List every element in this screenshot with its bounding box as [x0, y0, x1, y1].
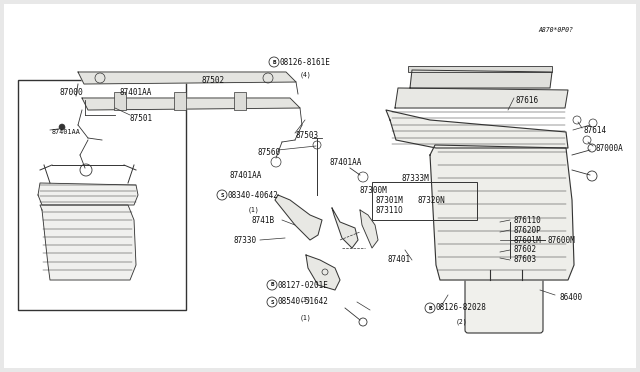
Text: 08126-82028: 08126-82028 — [436, 304, 487, 312]
Text: B: B — [270, 282, 274, 288]
Polygon shape — [360, 210, 378, 248]
Text: 87000A: 87000A — [596, 144, 624, 153]
Bar — [234, 92, 246, 110]
Polygon shape — [332, 208, 358, 248]
Text: 87333M: 87333M — [402, 173, 429, 183]
Text: 87401AA: 87401AA — [230, 170, 262, 180]
Bar — [18, 80, 186, 310]
Text: 87614: 87614 — [584, 125, 607, 135]
Text: 87602: 87602 — [513, 246, 536, 254]
Text: 87401: 87401 — [388, 256, 411, 264]
Text: 87401AA: 87401AA — [120, 87, 152, 96]
Polygon shape — [306, 255, 340, 290]
Polygon shape — [78, 72, 296, 84]
Polygon shape — [410, 70, 552, 88]
Polygon shape — [386, 110, 568, 148]
Text: 87502: 87502 — [202, 76, 225, 84]
Text: (2): (2) — [456, 319, 468, 325]
Text: (4): (4) — [300, 72, 312, 78]
Text: 87600M: 87600M — [547, 235, 575, 244]
Bar — [174, 92, 186, 110]
Text: (1): (1) — [300, 315, 312, 321]
Text: 08340-40642: 08340-40642 — [228, 190, 279, 199]
Text: 87330: 87330 — [234, 235, 257, 244]
Polygon shape — [82, 98, 300, 110]
Polygon shape — [430, 145, 574, 280]
Text: (1): (1) — [300, 297, 312, 303]
Text: 08540-51642: 08540-51642 — [278, 298, 329, 307]
Text: 87311O: 87311O — [375, 205, 403, 215]
Text: 87301M: 87301M — [375, 196, 403, 205]
Text: 87503: 87503 — [296, 131, 319, 140]
Circle shape — [59, 124, 65, 130]
Text: S: S — [220, 192, 224, 198]
Text: 87560: 87560 — [258, 148, 281, 157]
Text: S: S — [270, 299, 274, 305]
Text: 87320N: 87320N — [418, 196, 445, 205]
Text: 87603: 87603 — [513, 256, 536, 264]
Text: 87401AA: 87401AA — [52, 129, 81, 135]
Text: 8741B: 8741B — [252, 215, 275, 224]
Text: A870*0P0?: A870*0P0? — [538, 27, 573, 33]
FancyBboxPatch shape — [465, 267, 543, 333]
Text: 86400: 86400 — [560, 294, 583, 302]
Text: 87000: 87000 — [60, 87, 84, 96]
Polygon shape — [395, 88, 568, 108]
Polygon shape — [38, 183, 138, 205]
Polygon shape — [275, 195, 322, 240]
Bar — [408, 66, 552, 72]
Text: 87401AA: 87401AA — [330, 157, 362, 167]
Polygon shape — [40, 205, 136, 280]
Text: 87300M: 87300M — [360, 186, 388, 195]
Text: 876110: 876110 — [513, 215, 541, 224]
Text: 87620P: 87620P — [513, 225, 541, 234]
Text: 08127-0201E: 08127-0201E — [278, 280, 329, 289]
Text: 87501: 87501 — [130, 113, 153, 122]
Text: B: B — [272, 60, 276, 64]
Text: 08126-8161E: 08126-8161E — [280, 58, 331, 67]
Bar — [372, 182, 477, 220]
Text: 87616: 87616 — [516, 96, 539, 105]
Bar — [114, 92, 126, 110]
Text: 8760lM: 8760lM — [513, 235, 541, 244]
Text: (1): (1) — [248, 207, 260, 213]
Text: B: B — [428, 305, 432, 311]
